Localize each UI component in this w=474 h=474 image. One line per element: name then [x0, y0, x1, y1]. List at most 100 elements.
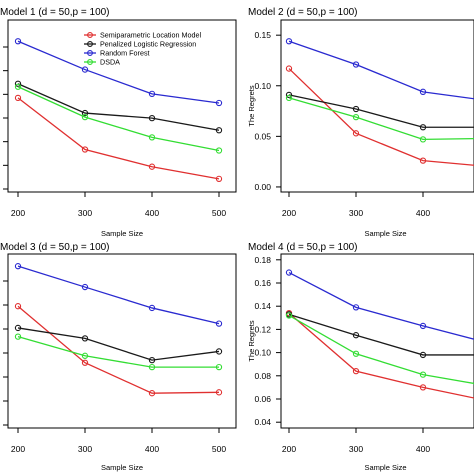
legend-marker [87, 32, 93, 38]
data-point [148, 356, 156, 364]
data-point [285, 65, 293, 72]
plot-frame [7, 253, 237, 429]
x-tick-label: 400 [145, 444, 159, 454]
y-tick-label: 0.08 [254, 371, 271, 381]
series-line [17, 40, 220, 104]
data-point [215, 389, 223, 396]
y-tick-label: 0.10 [254, 348, 271, 358]
chart-title: Model 1 (d = 50,p = 100) [0, 7, 110, 18]
y-tick-label: 0.04 [254, 417, 271, 427]
data-point [81, 359, 89, 366]
x-tick-label: 200 [11, 208, 25, 218]
data-point [419, 322, 427, 330]
y-tick-label: 0.15 [254, 30, 271, 40]
x-tick-label: 400 [416, 208, 430, 218]
data-point [81, 113, 89, 121]
y-tick-label: 0.06 [254, 394, 271, 404]
data-point [148, 134, 156, 141]
data-point [215, 348, 223, 355]
data-point [419, 371, 427, 378]
y-axis-label: The Regrets [247, 320, 256, 362]
data-point [148, 90, 156, 98]
data-point [215, 99, 223, 107]
x-tick-label: 300 [349, 444, 363, 454]
series-line [17, 97, 220, 180]
data-point [14, 324, 22, 332]
data-point [148, 304, 156, 312]
data-point [14, 94, 22, 102]
data-point [81, 146, 89, 153]
series-line [288, 312, 474, 399]
data-point [419, 124, 427, 131]
data-point [81, 66, 89, 73]
x-tick-label: 200 [282, 208, 296, 218]
data-point [352, 130, 360, 137]
data-point [81, 352, 89, 359]
series-line [17, 86, 220, 152]
chart-title: Model 3 (d = 50,p = 100) [0, 242, 110, 253]
y-tick-label: 0.16 [254, 278, 271, 288]
y-tick-label: 0.00 [254, 182, 271, 192]
chart-title: Model 2 (d = 50,p = 100) [248, 7, 358, 18]
data-point [419, 157, 427, 164]
data-point [215, 320, 223, 327]
x-axis-label: Sample Size [101, 463, 143, 472]
data-point [14, 263, 22, 270]
plot-frame [7, 19, 237, 193]
y-axis-label: The Regrets [247, 85, 256, 127]
series-line [288, 313, 474, 356]
series-line [17, 336, 219, 368]
y-tick-label: 0.05 [254, 131, 271, 141]
data-point [285, 91, 293, 99]
plot-frame [280, 19, 474, 193]
series-line [288, 271, 474, 340]
series-line [288, 40, 474, 100]
data-point [14, 303, 22, 310]
data-point [148, 363, 156, 371]
data-point [352, 113, 360, 121]
series-line [288, 68, 474, 166]
chart-title: Model 4 (d = 50,p = 100) [248, 242, 358, 253]
legend-entry: DSDA [100, 58, 120, 67]
series-line [288, 314, 474, 385]
legend-entry: Penalized Logistic Regression [100, 40, 196, 49]
data-point [148, 114, 156, 122]
data-point [285, 94, 293, 102]
legend-marker [87, 41, 93, 47]
data-point [148, 163, 156, 170]
x-axis-label: Sample Size [101, 229, 143, 238]
x-tick-label: 300 [78, 208, 92, 218]
legend-entry: Random Forest [100, 49, 150, 58]
series-line [17, 305, 220, 394]
data-point [419, 384, 427, 391]
x-tick-label: 400 [416, 444, 430, 454]
y-tick-label: 0.18 [254, 255, 271, 265]
x-tick-label: 500 [212, 444, 226, 454]
x-axis-label: Sample Size [364, 463, 406, 472]
data-point [215, 127, 223, 134]
data-point [352, 304, 360, 311]
data-point [14, 83, 22, 90]
series-line [288, 97, 474, 141]
data-point [352, 368, 360, 375]
data-point [81, 335, 89, 342]
data-point [215, 147, 223, 154]
data-point [285, 269, 293, 276]
x-tick-label: 200 [282, 444, 296, 454]
data-point [419, 88, 427, 95]
x-tick-label: 300 [78, 444, 92, 454]
x-tick-label: 500 [212, 208, 226, 218]
data-point [81, 283, 89, 291]
series-line [17, 83, 220, 131]
x-tick-label: 400 [145, 208, 159, 218]
data-point [14, 333, 22, 340]
data-point [419, 136, 427, 143]
data-point [14, 80, 22, 87]
x-tick-label: 300 [349, 208, 363, 218]
y-tick-label: 0.12 [254, 324, 271, 334]
data-point [352, 61, 360, 68]
data-point [352, 332, 360, 339]
data-point [285, 38, 293, 45]
y-tick-label: 0.14 [254, 301, 271, 311]
